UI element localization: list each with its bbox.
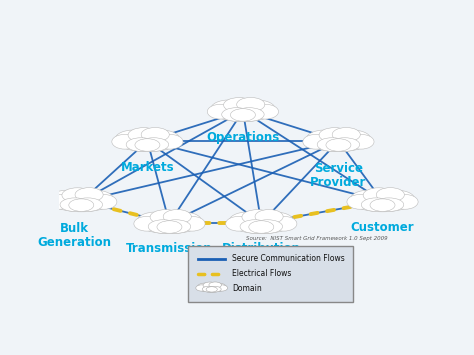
Ellipse shape: [128, 128, 159, 142]
Ellipse shape: [206, 287, 217, 292]
Ellipse shape: [69, 199, 94, 211]
Ellipse shape: [237, 97, 265, 112]
Ellipse shape: [242, 210, 273, 224]
Ellipse shape: [306, 130, 343, 148]
Ellipse shape: [210, 283, 226, 290]
Ellipse shape: [198, 283, 226, 292]
Ellipse shape: [73, 198, 102, 212]
Ellipse shape: [197, 283, 213, 290]
Ellipse shape: [112, 134, 138, 149]
Ellipse shape: [378, 190, 415, 208]
Ellipse shape: [307, 130, 370, 152]
Ellipse shape: [240, 220, 270, 233]
Text: Transmission: Transmission: [126, 242, 213, 255]
Ellipse shape: [150, 210, 182, 224]
Ellipse shape: [137, 212, 173, 230]
Ellipse shape: [253, 220, 283, 233]
Text: Customer: Customer: [351, 221, 414, 234]
Ellipse shape: [230, 109, 255, 121]
Text: Domain: Domain: [232, 284, 262, 293]
Ellipse shape: [179, 216, 205, 231]
Text: Bulk
Generation: Bulk Generation: [37, 222, 111, 248]
Ellipse shape: [351, 191, 414, 212]
Ellipse shape: [348, 134, 374, 149]
Ellipse shape: [224, 98, 255, 113]
Ellipse shape: [209, 282, 221, 288]
Ellipse shape: [376, 188, 404, 202]
Text: Electrical Flows: Electrical Flows: [232, 269, 292, 278]
Ellipse shape: [208, 286, 221, 292]
Ellipse shape: [148, 220, 178, 233]
Ellipse shape: [62, 188, 93, 203]
Text: Operations: Operations: [206, 131, 280, 144]
Text: Source:  NIST Smart Grid Framework 1.0 Sept 2009: Source: NIST Smart Grid Framework 1.0 Se…: [246, 236, 387, 241]
Ellipse shape: [255, 209, 283, 224]
Ellipse shape: [91, 195, 117, 209]
Ellipse shape: [363, 188, 394, 203]
Ellipse shape: [234, 108, 264, 121]
Ellipse shape: [303, 134, 329, 149]
Ellipse shape: [222, 108, 252, 121]
Text: Markets: Markets: [120, 161, 174, 174]
FancyBboxPatch shape: [188, 246, 353, 302]
Ellipse shape: [139, 138, 169, 151]
Ellipse shape: [216, 285, 228, 291]
Ellipse shape: [163, 209, 191, 224]
Ellipse shape: [50, 191, 112, 212]
Ellipse shape: [134, 216, 160, 231]
Ellipse shape: [135, 139, 160, 151]
Ellipse shape: [361, 198, 391, 212]
Ellipse shape: [330, 138, 360, 151]
Text: Service
Provider: Service Provider: [310, 162, 366, 189]
Text: Distribution: Distribution: [222, 242, 301, 255]
Ellipse shape: [157, 134, 183, 149]
Ellipse shape: [271, 216, 297, 231]
Ellipse shape: [138, 212, 201, 234]
Ellipse shape: [157, 221, 182, 233]
Ellipse shape: [229, 212, 265, 230]
Ellipse shape: [212, 100, 274, 122]
Ellipse shape: [141, 127, 169, 142]
Ellipse shape: [226, 216, 252, 231]
Ellipse shape: [317, 138, 347, 151]
Ellipse shape: [334, 130, 371, 148]
Ellipse shape: [77, 190, 113, 208]
Ellipse shape: [230, 212, 292, 234]
Ellipse shape: [252, 104, 279, 119]
Ellipse shape: [211, 100, 247, 118]
Ellipse shape: [370, 199, 395, 211]
Ellipse shape: [75, 188, 103, 202]
Ellipse shape: [165, 212, 201, 230]
Ellipse shape: [239, 100, 275, 118]
Ellipse shape: [374, 198, 404, 212]
Ellipse shape: [207, 104, 234, 119]
Ellipse shape: [257, 212, 293, 230]
Ellipse shape: [115, 130, 152, 148]
Ellipse shape: [126, 138, 156, 151]
Ellipse shape: [49, 190, 85, 208]
Text: Secure Communication Flows: Secure Communication Flows: [232, 254, 345, 263]
Ellipse shape: [196, 285, 208, 291]
Ellipse shape: [347, 195, 373, 209]
Ellipse shape: [249, 221, 274, 233]
Ellipse shape: [116, 130, 179, 152]
Ellipse shape: [143, 130, 180, 148]
Ellipse shape: [350, 190, 387, 208]
Ellipse shape: [60, 198, 90, 212]
Ellipse shape: [326, 139, 351, 151]
Ellipse shape: [332, 127, 360, 142]
Ellipse shape: [203, 282, 217, 288]
Ellipse shape: [202, 286, 216, 292]
Ellipse shape: [392, 195, 418, 209]
Ellipse shape: [46, 195, 72, 209]
Ellipse shape: [319, 128, 350, 142]
Ellipse shape: [161, 220, 191, 233]
